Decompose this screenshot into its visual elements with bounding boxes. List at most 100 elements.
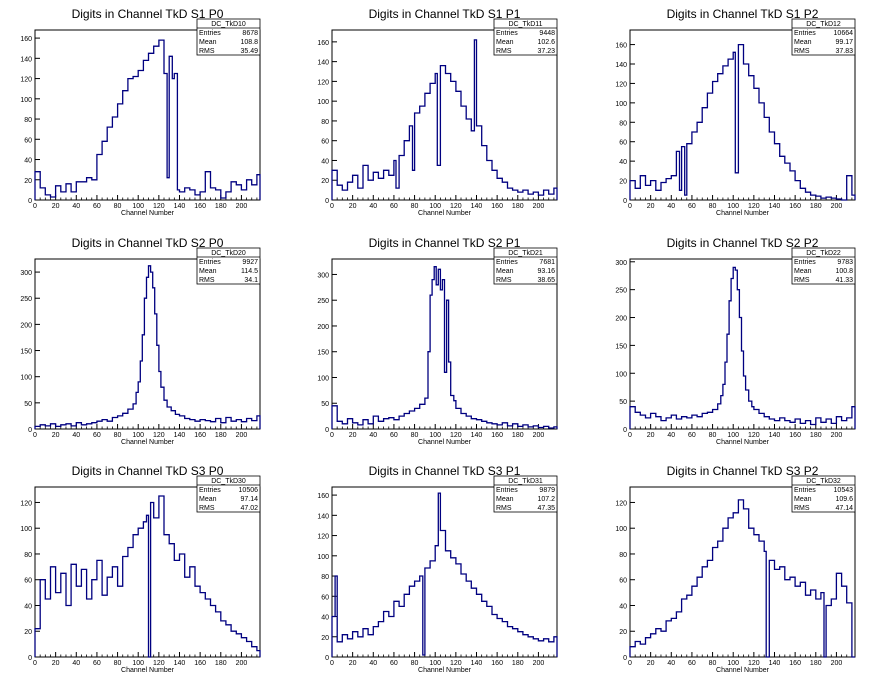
x-tick-label: 0 bbox=[330, 660, 334, 667]
plot-frame bbox=[629, 29, 856, 201]
stats-label-mean: Mean bbox=[794, 268, 812, 275]
stats-name: DC_TkD12 bbox=[806, 21, 841, 28]
y-tick-label: 20 bbox=[321, 635, 329, 642]
stats-name: DC_TkD30 bbox=[211, 478, 246, 485]
y-tick-label: 160 bbox=[20, 36, 32, 43]
stats-box: DC_TkD12 Entries 10664 Mean 99.17 RMS 37.83 bbox=[791, 18, 856, 56]
y-tick-label: 60 bbox=[619, 578, 627, 585]
histogram-panel: Digits in Channel TkD S3 P1 0 20 40 60 80 100 1… bbox=[317, 464, 558, 674]
y-tick-label: 200 bbox=[20, 322, 32, 329]
histogram-panel: Digits in Channel TkD S1 P1 0 20 40 60 80 100 1… bbox=[317, 7, 558, 217]
histogram-series bbox=[629, 43, 856, 201]
stats-box-frame bbox=[791, 247, 856, 285]
x-tick-label: 100 bbox=[429, 660, 441, 667]
x-tick-label: 0 bbox=[330, 432, 334, 439]
y-tick-label: 100 bbox=[317, 99, 329, 106]
y-tick-label: 60 bbox=[321, 139, 329, 146]
chart-title: Digits in Channel TkD S3 P0 bbox=[72, 464, 224, 478]
y-tick-label: 150 bbox=[20, 349, 32, 356]
y-tick-label: 20 bbox=[24, 629, 32, 636]
x-tick-label: 40 bbox=[667, 432, 675, 439]
histogram-panel: Digits in Channel TkD S2 P20501001502002… bbox=[615, 236, 856, 446]
x-tick-label: 0 bbox=[33, 203, 37, 210]
stats-value-rms: 41.33 bbox=[835, 277, 853, 284]
x-tick-label: 100 bbox=[727, 660, 739, 667]
stats-value-rms: 47.14 bbox=[835, 505, 853, 512]
y-tick-label: 0 bbox=[28, 427, 32, 434]
stats-label-entries: Entries bbox=[199, 259, 221, 266]
x-tick-label: 60 bbox=[688, 432, 696, 439]
chart-title: Digits in Channel TkD S1 P2 bbox=[667, 7, 819, 21]
histogram-series bbox=[629, 266, 856, 429]
stats-label-entries: Entries bbox=[496, 30, 518, 37]
histogram-panel: Digits in Channel TkD S3 P0 0 20 40 60 80 100 1… bbox=[20, 464, 261, 674]
stats-value-rms: 34.1 bbox=[244, 277, 258, 284]
y-tick-label: 100 bbox=[20, 97, 32, 104]
stats-label-mean: Mean bbox=[496, 268, 514, 275]
stats-box: DC_TkD11 Entries 9448 Mean 102.6 RMS 37.23 bbox=[493, 18, 558, 56]
x-tick-label: 140 bbox=[769, 432, 781, 439]
stats-value-mean: 108.8 bbox=[240, 39, 258, 46]
y-tick-label: 100 bbox=[20, 526, 32, 533]
stats-label-rms: RMS bbox=[496, 277, 512, 284]
stats-name: DC_TkD10 bbox=[211, 21, 246, 28]
y-tick-label: 120 bbox=[615, 500, 627, 507]
y-tick-label: 50 bbox=[24, 401, 32, 408]
stats-value-entries: 10664 bbox=[834, 30, 854, 37]
y-tick-label: 40 bbox=[619, 603, 627, 610]
x-tick-label: 20 bbox=[52, 660, 60, 667]
y-tick-label: 100 bbox=[20, 375, 32, 382]
stats-value-rms: 38.65 bbox=[537, 277, 555, 284]
y-tick-label: 40 bbox=[619, 159, 627, 166]
x-tick-label: 100 bbox=[727, 432, 739, 439]
plot-frame bbox=[629, 486, 856, 658]
stats-label-rms: RMS bbox=[794, 277, 810, 284]
stats-label-rms: RMS bbox=[496, 505, 512, 512]
stats-box-frame bbox=[196, 247, 261, 285]
x-tick-label: 180 bbox=[215, 432, 227, 439]
stats-value-rms: 37.23 bbox=[537, 48, 555, 55]
y-tick-label: 100 bbox=[615, 371, 627, 378]
x-tick-label: 180 bbox=[810, 660, 822, 667]
x-tick-label: 20 bbox=[349, 203, 357, 210]
y-tick-label: 40 bbox=[321, 615, 329, 622]
chart-title: Digits in Channel TkD S1 P1 bbox=[369, 7, 521, 21]
y-tick-label: 80 bbox=[24, 552, 32, 559]
x-tick-label: 120 bbox=[450, 660, 462, 667]
x-tick-label: 120 bbox=[450, 432, 462, 439]
y-tick-label: 0 bbox=[623, 655, 627, 662]
histogram-series bbox=[629, 499, 855, 658]
x-tick-label: 100 bbox=[132, 432, 144, 439]
x-tick-label: 160 bbox=[194, 660, 206, 667]
stats-label-rms: RMS bbox=[199, 277, 215, 284]
y-tick-label: 160 bbox=[615, 43, 627, 50]
stats-value-rms: 37.83 bbox=[835, 48, 853, 55]
x-tick-label: 100 bbox=[132, 203, 144, 210]
x-tick-label: 40 bbox=[72, 203, 80, 210]
plot-frame bbox=[629, 258, 856, 430]
stats-value-entries: 7681 bbox=[539, 259, 555, 266]
y-tick-label: 40 bbox=[321, 158, 329, 165]
y-tick-label: 20 bbox=[619, 629, 627, 636]
y-tick-label: 140 bbox=[317, 513, 329, 520]
x-axis-label: Channel Number bbox=[121, 439, 175, 446]
stats-name: DC_TkD21 bbox=[508, 250, 543, 257]
stats-label-entries: Entries bbox=[794, 30, 816, 37]
x-tick-label: 20 bbox=[647, 203, 655, 210]
x-tick-label: 120 bbox=[153, 432, 165, 439]
y-tick-label: 60 bbox=[321, 594, 329, 601]
x-tick-label: 160 bbox=[194, 432, 206, 439]
x-tick-label: 40 bbox=[72, 660, 80, 667]
stats-label-mean: Mean bbox=[199, 268, 217, 275]
y-tick-label: 20 bbox=[321, 178, 329, 185]
y-tick-label: 200 bbox=[615, 316, 627, 323]
y-tick-label: 0 bbox=[28, 655, 32, 662]
plot-frame bbox=[331, 486, 558, 658]
x-tick-label: 160 bbox=[491, 432, 503, 439]
x-tick-label: 40 bbox=[369, 660, 377, 667]
y-tick-label: 0 bbox=[325, 198, 329, 205]
x-tick-label: 80 bbox=[709, 432, 717, 439]
y-tick-label: 20 bbox=[24, 178, 32, 185]
y-tick-label: 60 bbox=[24, 578, 32, 585]
x-tick-label: 200 bbox=[831, 203, 843, 210]
